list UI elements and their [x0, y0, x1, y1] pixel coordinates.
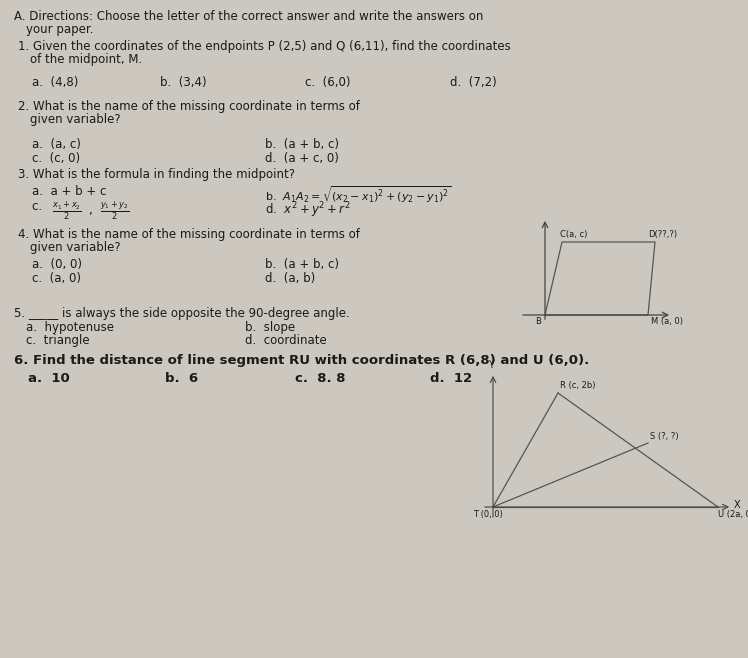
Text: U (2a, 0): U (2a, 0) [718, 510, 748, 519]
Text: d.  12: d. 12 [430, 372, 472, 385]
Text: X: X [734, 500, 741, 510]
Text: T (0, 0): T (0, 0) [473, 510, 503, 519]
Text: a.  (a, c): a. (a, c) [32, 138, 81, 151]
Text: of the midpoint, M.: of the midpoint, M. [30, 53, 142, 66]
Text: b.  (a + b, c): b. (a + b, c) [265, 138, 339, 151]
Text: a.  (0, 0): a. (0, 0) [32, 258, 82, 271]
Text: given variable?: given variable? [30, 241, 120, 254]
Text: 2. What is the name of the missing coordinate in terms of: 2. What is the name of the missing coord… [18, 100, 360, 113]
Text: c.  (6,0): c. (6,0) [305, 76, 351, 89]
Text: d.  coordinate: d. coordinate [245, 334, 327, 347]
Text: d.  (a + c, 0): d. (a + c, 0) [265, 152, 339, 165]
Text: D(??,?): D(??,?) [648, 230, 677, 239]
Text: Y: Y [488, 360, 494, 370]
Text: 6. Find the distance of line segment RU with coordinates R (6,8) and U (6,0).: 6. Find the distance of line segment RU … [14, 354, 589, 367]
Text: c.  triangle: c. triangle [26, 334, 90, 347]
Text: C(a, c): C(a, c) [560, 230, 587, 239]
Text: c.: c. [32, 200, 49, 213]
Text: d.  (7,2): d. (7,2) [450, 76, 497, 89]
Text: S (?, ?): S (?, ?) [650, 432, 678, 441]
Text: b.  (a + b, c): b. (a + b, c) [265, 258, 339, 271]
Text: a.  (4,8): a. (4,8) [32, 76, 79, 89]
Text: b.  6: b. 6 [165, 372, 198, 385]
Text: a.  hypotenuse: a. hypotenuse [26, 321, 114, 334]
Text: c.  (a, 0): c. (a, 0) [32, 272, 81, 285]
Text: 1. Given the coordinates of the endpoints P (2,5) and Q (6,11), find the coordin: 1. Given the coordinates of the endpoint… [18, 40, 511, 53]
Text: 5. _____ is always the side opposite the 90-degree angle.: 5. _____ is always the side opposite the… [14, 307, 350, 320]
Text: M (a, 0): M (a, 0) [651, 317, 683, 326]
Text: R (c, 2b): R (c, 2b) [560, 381, 595, 390]
Text: 3. What is the formula in finding the midpoint?: 3. What is the formula in finding the mi… [18, 168, 295, 181]
Text: c.  (c, 0): c. (c, 0) [32, 152, 80, 165]
Text: c.  8. 8: c. 8. 8 [295, 372, 346, 385]
Text: $\frac{x_1+x_2}{2}$  ,  $\frac{y_1+y_2}{2}$: $\frac{x_1+x_2}{2}$ , $\frac{y_1+y_2}{2}… [52, 200, 129, 222]
Text: given variable?: given variable? [30, 113, 120, 126]
Text: your paper.: your paper. [26, 23, 94, 36]
Text: a.  a + b + c: a. a + b + c [32, 185, 106, 198]
Text: 4. What is the name of the missing coordinate in terms of: 4. What is the name of the missing coord… [18, 228, 360, 241]
Text: b.  $A_1A_2=\sqrt{(x_2 - x_1)^2 + (y_2 - y_1)^2}$: b. $A_1A_2=\sqrt{(x_2 - x_1)^2 + (y_2 - … [265, 185, 452, 205]
Text: a.  10: a. 10 [28, 372, 70, 385]
Text: A. Directions: Choose the letter of the correct answer and write the answers on: A. Directions: Choose the letter of the … [14, 10, 483, 23]
Text: b.  slope: b. slope [245, 321, 295, 334]
Text: d.  $x^2+y^2+r^2$: d. $x^2+y^2+r^2$ [265, 200, 351, 220]
Text: d.  (a, b): d. (a, b) [265, 272, 315, 285]
Text: B: B [535, 317, 541, 326]
Text: b.  (3,4): b. (3,4) [160, 76, 206, 89]
